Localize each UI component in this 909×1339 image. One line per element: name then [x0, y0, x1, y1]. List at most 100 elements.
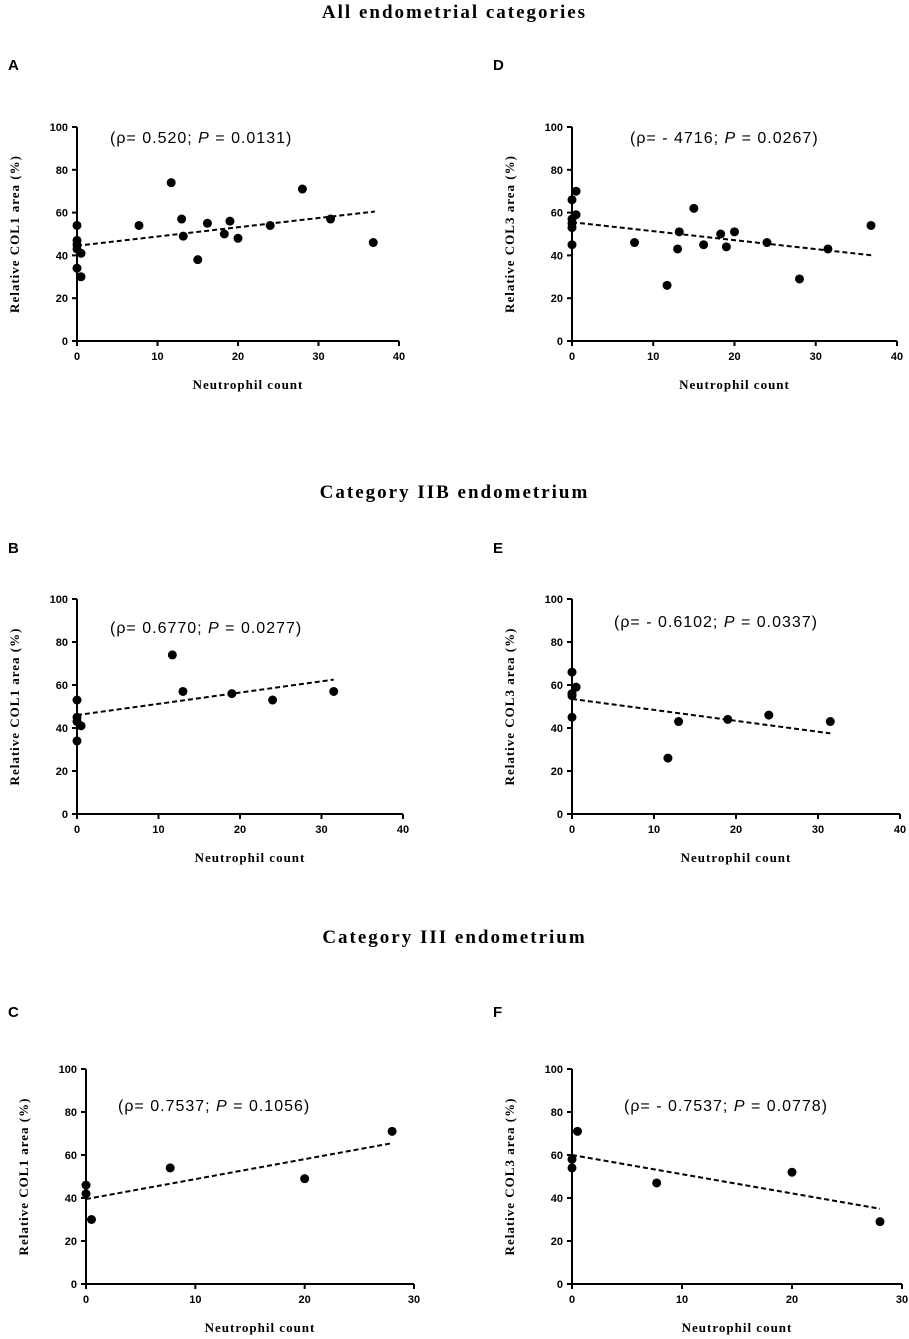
y-tick-label: 60: [65, 1150, 77, 1162]
data-point: [178, 231, 188, 241]
data-point: [72, 263, 82, 273]
annotation-p-value: = 0.1056): [228, 1098, 311, 1115]
trend-line: [571, 1154, 881, 1210]
data-point: [673, 244, 683, 254]
y-axis-title: Relative COL3 area (%): [502, 1098, 517, 1256]
annotation-rho: (ρ= 0.7537;: [118, 1098, 216, 1115]
y-tick-label: 80: [56, 165, 68, 177]
chart-panel-c: C 0 20 40 60 80 100 0 10 20 30 Neutrophil count Rela…: [8, 1004, 420, 1335]
annotation-rho: (ρ= - 4716;: [630, 130, 724, 147]
x-tick-label: 20: [730, 824, 742, 836]
data-point: [721, 242, 731, 252]
data-point: [387, 1126, 397, 1136]
chart-panel-a: A 0 20 40 60 80 100 0 10 20 30 40 Neutrophil count Re…: [7, 57, 405, 392]
chart-panel-e: E 0 20 40 60 80 100 0 10 20 30 40 Neutrophil count Re…: [493, 540, 906, 865]
y-tick-label: 0: [557, 336, 563, 348]
x-axis-title: Neutrophil count: [681, 850, 792, 865]
annotation-p-value: = 0.0277): [220, 620, 303, 637]
data-point: [134, 220, 144, 230]
y-tick-label: 60: [551, 208, 563, 220]
y-tick-label: 40: [551, 250, 563, 262]
annotation-p-symbol: P: [216, 1098, 228, 1115]
y-tick-label: 20: [551, 766, 563, 778]
panel-letter: A: [8, 57, 19, 74]
y-tick-label: 0: [557, 1279, 563, 1291]
data-point: [368, 238, 378, 248]
chart-panel-d: D 0 20 40 60 80 100 0 10 20 30 40 Neutrophil count Re…: [493, 57, 903, 392]
chart-panel-b: B 0 20 40 60 80 100 0 10 20 30 40 Neutrophil count Re…: [7, 540, 409, 865]
y-axis-title: Relative COL1 area (%): [7, 628, 22, 786]
data-point: [571, 186, 581, 196]
y-tick-label: 60: [56, 208, 68, 220]
y-tick-label: 40: [551, 1193, 563, 1205]
x-tick-label: 30: [315, 824, 327, 836]
data-point: [663, 753, 673, 763]
section-title-iii: Category III endometrium: [322, 927, 587, 948]
data-point: [674, 717, 684, 727]
chart-panel-f: F 0 20 40 60 80 100 0 10 20 30 Neutrophil count Rela…: [493, 1004, 908, 1335]
y-tick-label: 20: [65, 1236, 77, 1248]
x-axis-title: Neutrophil count: [195, 850, 306, 865]
data-point: [202, 218, 212, 228]
trend-line: [571, 697, 831, 735]
panel-letter: D: [493, 57, 504, 74]
data-point: [72, 736, 82, 746]
data-point: [300, 1174, 310, 1184]
y-tick-label: 100: [50, 122, 68, 134]
y-tick-label: 0: [71, 1279, 77, 1291]
x-tick-label: 20: [234, 824, 246, 836]
section-title-all: All endometrial categories: [321, 2, 588, 23]
x-tick-label: 30: [312, 351, 324, 363]
y-tick-label: 0: [62, 809, 68, 821]
annotation-p-value: = 0.0131): [210, 130, 293, 147]
correlation-annotation: (ρ= 0.6770; P = 0.0277): [110, 620, 302, 637]
data-point: [567, 1154, 577, 1164]
data-point: [567, 195, 577, 205]
x-tick-label: 30: [812, 824, 824, 836]
x-tick-label: 0: [569, 351, 575, 363]
data-point: [567, 223, 577, 233]
trend-line: [76, 210, 375, 247]
x-tick-label: 10: [648, 824, 660, 836]
y-tick-label: 40: [56, 250, 68, 262]
x-tick-label: 0: [569, 824, 575, 836]
data-point: [787, 1167, 797, 1177]
correlation-annotation: (ρ= 0.520; P = 0.0131): [110, 130, 292, 147]
annotation-rho: (ρ= 0.6770;: [110, 620, 208, 637]
data-point: [571, 682, 581, 692]
x-tick-label: 0: [83, 1294, 89, 1306]
data-point: [233, 233, 243, 243]
x-tick-label: 0: [569, 1294, 575, 1306]
trend-line: [76, 678, 334, 717]
x-tick-label: 0: [74, 351, 80, 363]
y-tick-label: 100: [59, 1064, 77, 1076]
y-tick-label: 20: [56, 766, 68, 778]
data-point: [72, 220, 82, 230]
y-tick-label: 80: [551, 1107, 563, 1119]
data-point: [167, 650, 177, 660]
data-point: [193, 255, 203, 265]
trend-line: [571, 221, 873, 257]
data-point: [567, 240, 577, 250]
section-title-iib: Category IIB endometrium: [319, 482, 590, 503]
data-point: [165, 1163, 175, 1173]
x-tick-label: 30: [810, 351, 822, 363]
y-tick-label: 100: [545, 1064, 563, 1076]
y-tick-label: 40: [56, 723, 68, 735]
x-tick-label: 10: [152, 824, 164, 836]
data-point: [875, 1217, 885, 1227]
data-point: [227, 689, 237, 699]
data-point: [177, 214, 187, 224]
x-tick-label: 10: [151, 351, 163, 363]
data-point: [573, 1126, 582, 1136]
x-tick-label: 40: [397, 824, 409, 836]
data-point: [571, 210, 581, 220]
x-tick-label: 20: [299, 1294, 311, 1306]
y-tick-label: 40: [65, 1193, 77, 1205]
y-tick-label: 80: [65, 1107, 77, 1119]
y-tick-label: 60: [551, 1150, 563, 1162]
data-point: [76, 248, 86, 258]
data-point: [764, 710, 774, 720]
annotation-rho: (ρ= - 0.6102;: [614, 614, 724, 631]
